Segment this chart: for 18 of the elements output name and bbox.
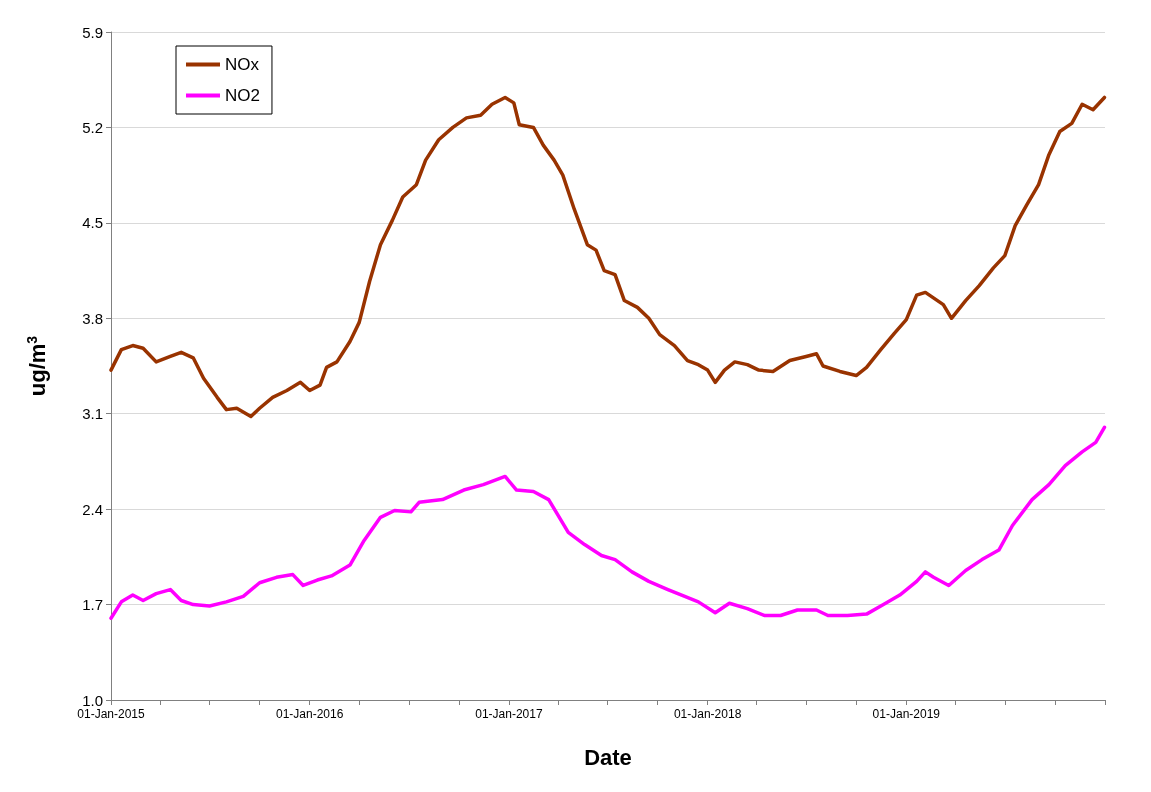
y-tick-label: 1.7 (82, 596, 103, 614)
x-tick-label: 01-Jan-2016 (276, 707, 344, 721)
x-tick-label: 01-Jan-2019 (872, 707, 941, 721)
legend-label: NO2 (225, 86, 260, 105)
legend-label: NOx (225, 55, 260, 74)
y-tick-label: 2.4 (82, 500, 103, 518)
line-series (109, 425, 1107, 620)
y-tick-label: 3.8 (82, 309, 103, 327)
y-axis-title: ug/m3 (24, 335, 50, 397)
x-axis-title: Date (584, 744, 632, 770)
y-tick-label: 4.5 (82, 214, 103, 232)
y-tick-label: 3.1 (82, 405, 103, 423)
x-tick-label: 01-Jan-2017 (475, 707, 543, 721)
y-tick-label: 5.2 (82, 118, 103, 136)
y-tick-label: 1.0 (82, 691, 103, 709)
y-tick-label: 5.9 (82, 23, 103, 41)
x-tick-label: 01-Jan-2015 (77, 707, 146, 721)
x-tick-label: 01-Jan-2018 (673, 707, 742, 721)
